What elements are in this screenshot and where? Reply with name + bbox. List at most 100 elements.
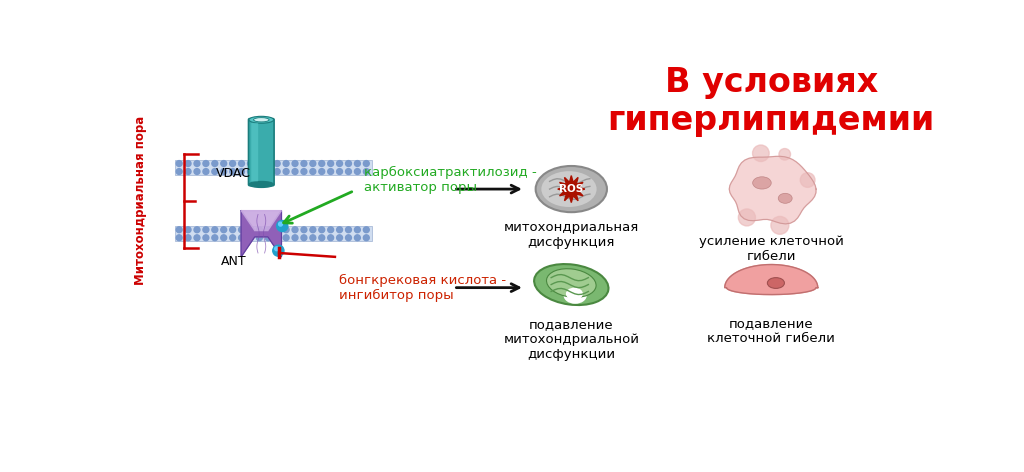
Circle shape <box>328 227 334 233</box>
Circle shape <box>318 227 325 233</box>
Text: подавление
митохондриальной
дисфункции: подавление митохондриальной дисфункции <box>504 318 639 361</box>
Ellipse shape <box>536 166 607 212</box>
Circle shape <box>274 160 281 167</box>
Circle shape <box>229 169 236 175</box>
Text: ANT: ANT <box>220 255 246 268</box>
Polygon shape <box>558 176 585 202</box>
Circle shape <box>337 160 342 167</box>
Ellipse shape <box>778 194 793 203</box>
Circle shape <box>337 235 342 241</box>
Circle shape <box>274 169 281 175</box>
Circle shape <box>738 209 756 226</box>
Text: бонгкрековая кислота -
ингибитор поры: бонгкрековая кислота - ингибитор поры <box>339 274 506 302</box>
FancyBboxPatch shape <box>251 123 258 181</box>
Circle shape <box>301 160 307 167</box>
Circle shape <box>256 169 262 175</box>
Circle shape <box>239 227 245 233</box>
Circle shape <box>276 220 288 232</box>
Circle shape <box>265 169 271 175</box>
Circle shape <box>310 160 315 167</box>
Circle shape <box>203 235 209 241</box>
Text: карбоксиатрактилозид -
активатор поры: карбоксиатрактилозид - активатор поры <box>365 166 538 194</box>
Text: подавление
клеточной гибели: подавление клеточной гибели <box>708 317 836 345</box>
Circle shape <box>239 235 245 241</box>
Circle shape <box>345 160 351 167</box>
Circle shape <box>284 169 289 175</box>
Circle shape <box>310 235 315 241</box>
Text: митохондриальная
дисфункция: митохондриальная дисфункция <box>504 221 639 249</box>
Circle shape <box>274 247 279 251</box>
Ellipse shape <box>535 264 608 305</box>
Circle shape <box>185 160 191 167</box>
Polygon shape <box>241 211 282 257</box>
Circle shape <box>364 169 370 175</box>
Text: В условиях
гиперлипидемии: В условиях гиперлипидемии <box>607 66 935 137</box>
Circle shape <box>239 160 245 167</box>
Circle shape <box>345 227 351 233</box>
Circle shape <box>248 235 253 241</box>
Circle shape <box>345 235 351 241</box>
Ellipse shape <box>566 287 583 300</box>
Circle shape <box>771 217 788 234</box>
Circle shape <box>256 227 262 233</box>
FancyBboxPatch shape <box>249 118 274 185</box>
Circle shape <box>284 235 289 241</box>
Ellipse shape <box>249 116 273 123</box>
Circle shape <box>176 169 182 175</box>
Circle shape <box>248 169 253 175</box>
Circle shape <box>354 169 360 175</box>
Circle shape <box>292 227 298 233</box>
Circle shape <box>212 169 218 175</box>
Ellipse shape <box>249 181 273 187</box>
Circle shape <box>221 169 226 175</box>
FancyBboxPatch shape <box>174 226 372 242</box>
Circle shape <box>203 169 209 175</box>
Circle shape <box>328 160 334 167</box>
Circle shape <box>176 227 182 233</box>
Circle shape <box>194 160 200 167</box>
Polygon shape <box>725 264 818 295</box>
Circle shape <box>318 235 325 241</box>
Circle shape <box>239 169 245 175</box>
Circle shape <box>284 227 289 233</box>
Circle shape <box>203 160 209 167</box>
Circle shape <box>272 245 284 256</box>
FancyBboxPatch shape <box>174 160 372 175</box>
Circle shape <box>185 169 191 175</box>
Circle shape <box>310 227 315 233</box>
Circle shape <box>221 160 226 167</box>
Circle shape <box>354 160 360 167</box>
Circle shape <box>221 227 226 233</box>
Circle shape <box>194 235 200 241</box>
Text: усиление клеточной
гибели: усиление клеточной гибели <box>698 235 844 263</box>
Polygon shape <box>729 156 816 224</box>
Circle shape <box>265 160 271 167</box>
Circle shape <box>318 169 325 175</box>
Ellipse shape <box>547 269 596 297</box>
Circle shape <box>354 227 360 233</box>
Circle shape <box>318 160 325 167</box>
Circle shape <box>265 235 271 241</box>
Circle shape <box>212 235 218 241</box>
Circle shape <box>301 169 307 175</box>
Circle shape <box>364 235 370 241</box>
Circle shape <box>801 173 815 187</box>
Circle shape <box>212 227 218 233</box>
Circle shape <box>229 235 236 241</box>
Circle shape <box>779 149 791 160</box>
Circle shape <box>221 235 226 241</box>
Circle shape <box>310 169 315 175</box>
Circle shape <box>292 160 298 167</box>
Circle shape <box>185 227 191 233</box>
Ellipse shape <box>542 171 597 207</box>
Circle shape <box>229 160 236 167</box>
Ellipse shape <box>254 118 269 122</box>
Circle shape <box>364 160 370 167</box>
Circle shape <box>279 222 283 226</box>
Circle shape <box>301 235 307 241</box>
Circle shape <box>176 160 182 167</box>
Circle shape <box>256 160 262 167</box>
Text: VDAC: VDAC <box>216 167 251 180</box>
Circle shape <box>274 235 281 241</box>
Ellipse shape <box>767 278 784 288</box>
